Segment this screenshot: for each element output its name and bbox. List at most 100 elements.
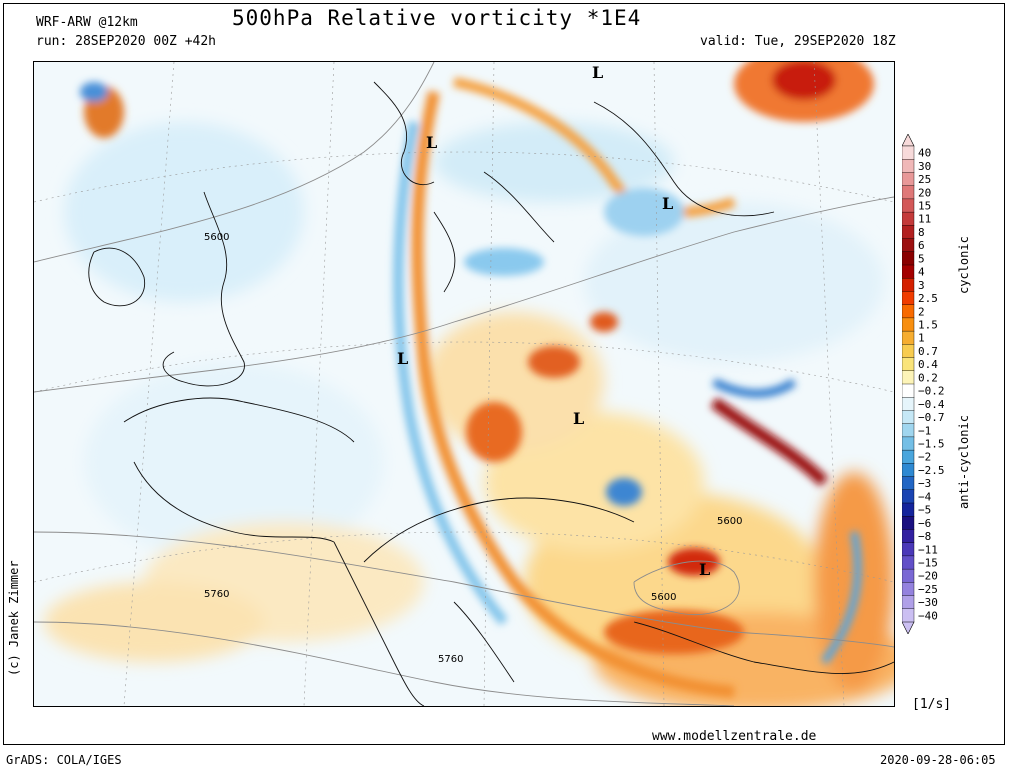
colorbar-swatch bbox=[902, 357, 915, 372]
colorbar-tick-label: −15 bbox=[918, 557, 938, 570]
colorbar-tick-label: −40 bbox=[918, 609, 938, 622]
figure-frame bbox=[3, 3, 1005, 745]
colorbar-tick-label: 1.5 bbox=[918, 319, 938, 332]
colorbar-swatch bbox=[902, 238, 915, 253]
colorbar-tick-label: −6 bbox=[918, 517, 931, 530]
colorbar-swatch bbox=[902, 489, 915, 504]
colorbar-top-arrow bbox=[902, 134, 915, 147]
colorbar-tick-label: −3 bbox=[918, 477, 931, 490]
colorbar-swatch bbox=[902, 145, 915, 160]
vorticity-features bbox=[80, 62, 874, 698]
colorbar-tick-label: 40 bbox=[918, 147, 931, 160]
colorbar-tick-label: 8 bbox=[918, 226, 925, 239]
colorbar-tick-label: 2 bbox=[918, 305, 925, 318]
colorbar-swatch bbox=[902, 555, 915, 570]
model-name: WRF-ARW @12km bbox=[36, 15, 138, 30]
colorbar-tick-label: 11 bbox=[918, 213, 931, 226]
colorbar-tick-label: −2 bbox=[918, 451, 931, 464]
colorbar-tick-label: 2.5 bbox=[918, 292, 938, 305]
colorbar-swatch bbox=[902, 516, 915, 530]
vorticity-map: L L L L L L 5600 5760 5600 5600 5760 bbox=[33, 61, 895, 707]
isohypse-label: 5760 bbox=[204, 589, 229, 600]
colorbar-swatch bbox=[902, 185, 915, 200]
colorbar-tick-label: 0.7 bbox=[918, 345, 938, 358]
colorbar-swatch bbox=[902, 410, 915, 425]
colorbar-swatch bbox=[902, 397, 915, 411]
colorbar-swatch bbox=[902, 423, 915, 438]
colorbar-tick-label: −2.5 bbox=[918, 464, 945, 477]
chart-title: 500hPa Relative vorticity *1E4 bbox=[232, 6, 642, 30]
colorbar-tick-label: 6 bbox=[918, 239, 925, 252]
pressure-low-2: L bbox=[426, 133, 437, 152]
colorbar-swatch bbox=[902, 251, 915, 266]
colorbar-tick-label: 25 bbox=[918, 173, 931, 186]
colorbar-swatch bbox=[902, 449, 915, 464]
isohypse-label: 5600 bbox=[651, 592, 676, 603]
run-info: run: 28SEP2020 00Z +42h bbox=[36, 34, 217, 49]
colorbar-swatch bbox=[902, 278, 915, 292]
author-credit: (c) Janek Zimmer bbox=[7, 560, 21, 676]
colorbar-tick-label: −8 bbox=[918, 530, 931, 543]
colorbar-swatch bbox=[902, 502, 915, 517]
anticyclonic-label: anti-cyclonic bbox=[957, 415, 971, 509]
colorbar-swatch bbox=[902, 330, 915, 345]
colorbar-tick-label: −1.5 bbox=[918, 438, 945, 451]
pressure-low-1: L bbox=[592, 63, 603, 82]
valid-time: valid: Tue, 29SEP2020 18Z bbox=[700, 34, 896, 49]
colorbar-swatch bbox=[902, 436, 915, 451]
colorbar-tick-label: −25 bbox=[918, 583, 938, 596]
colorbar-tick-label: −5 bbox=[918, 504, 931, 517]
colorbar-swatch bbox=[902, 172, 915, 187]
colorbar-tick-label: 0.4 bbox=[918, 358, 938, 371]
colorbar-swatch bbox=[902, 370, 915, 385]
colorbar-swatch bbox=[902, 476, 915, 491]
colorbar-swatch bbox=[902, 304, 915, 319]
colorbar-swatch bbox=[902, 211, 915, 226]
colorbar: 403025201511865432.521.510.70.40.2−0.2−0… bbox=[902, 134, 971, 634]
colorbar-swatch bbox=[902, 582, 915, 597]
colorbar-tick-label: −20 bbox=[918, 570, 938, 583]
colorbar-tick-label: −0.7 bbox=[918, 411, 945, 424]
colorbar-tick-label: 30 bbox=[918, 160, 931, 173]
colorbar-tick-label: −0.4 bbox=[918, 398, 945, 411]
colorbar-tick-label: −4 bbox=[918, 490, 932, 503]
coastlines bbox=[88, 81, 894, 706]
colorbar-tick-label: 5 bbox=[918, 252, 925, 265]
colorbar-swatch bbox=[902, 568, 915, 583]
colorbar-tick-label: −30 bbox=[918, 596, 938, 609]
colorbar-swatch bbox=[902, 264, 915, 279]
colorbar-swatch bbox=[902, 344, 915, 359]
software-credit: GrADS: COLA/IGES bbox=[6, 753, 122, 767]
colorbar-swatch bbox=[902, 529, 915, 544]
pressure-low-3: L bbox=[662, 194, 673, 213]
pressure-low-4: L bbox=[397, 349, 408, 368]
isohypse-label: 5600 bbox=[717, 516, 742, 527]
colorbar-swatch bbox=[902, 608, 915, 623]
colorbar-swatch bbox=[902, 198, 915, 213]
colorbar-tick-label: 0.2 bbox=[918, 371, 938, 384]
timestamp: 2020-09-28-06:05 bbox=[880, 753, 996, 767]
isohypses bbox=[34, 62, 894, 706]
website-label: www.modellzentrale.de bbox=[652, 729, 817, 744]
colorbar-tick-label: −11 bbox=[918, 543, 938, 556]
colorbar-bottom-arrow bbox=[902, 621, 915, 634]
colorbar-tick-label: 3 bbox=[918, 279, 925, 292]
cyclonic-label: cyclonic bbox=[957, 236, 971, 294]
colorbar-tick-label: 20 bbox=[918, 186, 931, 199]
graticule bbox=[34, 62, 894, 706]
units-label: [1/s] bbox=[912, 697, 952, 712]
colorbar-tick-label: 15 bbox=[918, 200, 931, 213]
colorbar-swatch bbox=[902, 383, 915, 398]
colorbar-tick-label: 4 bbox=[918, 266, 925, 279]
colorbar-tick-label: −0.2 bbox=[918, 385, 945, 398]
colorbar-swatch bbox=[902, 225, 915, 240]
pressure-low-5: L bbox=[573, 409, 584, 428]
colorbar-swatch bbox=[902, 159, 915, 173]
colorbar-swatch bbox=[902, 317, 915, 332]
pressure-low-6: L bbox=[699, 560, 710, 579]
colorbar-swatch bbox=[902, 291, 915, 306]
colorbar-tick-label: −1 bbox=[918, 424, 931, 437]
colorbar-swatch bbox=[902, 463, 915, 478]
isohypse-label: 5600 bbox=[204, 232, 229, 243]
colorbar-swatch bbox=[902, 595, 915, 610]
